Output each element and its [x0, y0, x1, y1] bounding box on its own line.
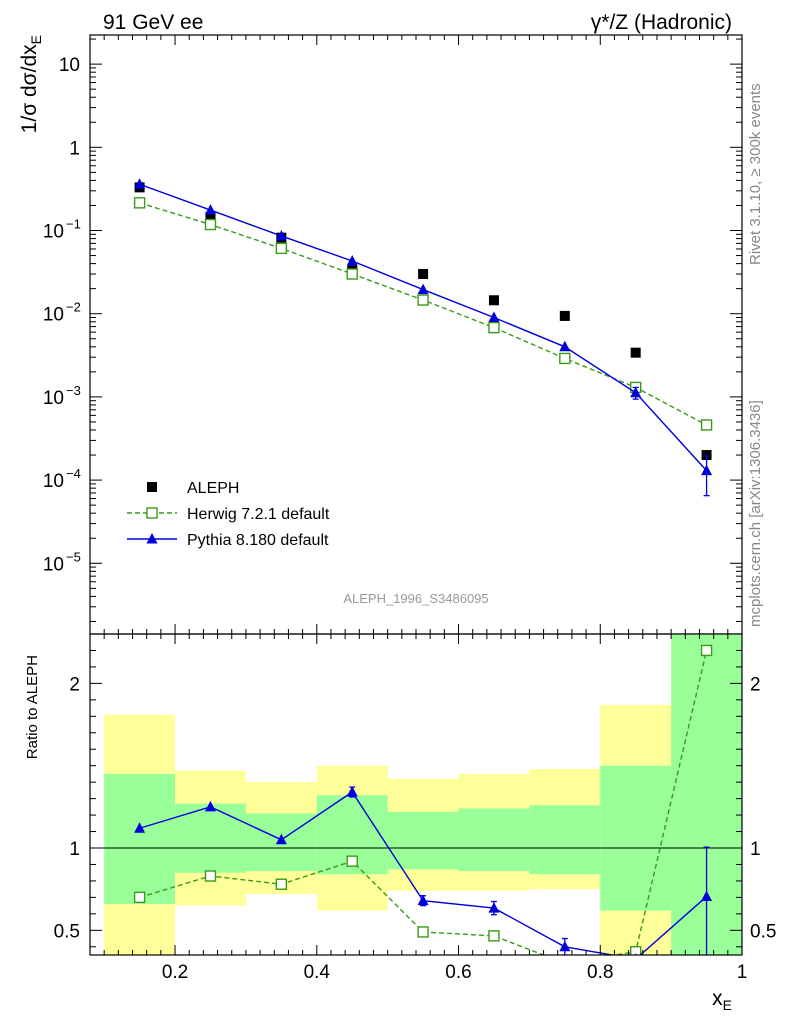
band-green-bin: [529, 805, 601, 875]
rivet-side-label: Rivet 3.1.10, ≥ 300k events: [747, 83, 764, 265]
main-y-tick-exponent: −5: [66, 549, 81, 564]
ratio-y-tick-label: 0.5: [54, 921, 80, 942]
main-y-tick-exponent: −2: [66, 300, 81, 315]
main-herwig-point: [204, 218, 217, 231]
ratio-y-tick-label: 2: [69, 674, 80, 695]
main-herwig-point: [700, 419, 713, 431]
ratio-y-tick-label: 1: [69, 839, 80, 860]
ratio-herwig-point: [700, 644, 713, 657]
mcplots-side-label: mcplots.cern.ch [arXiv:1306.3436]: [747, 400, 764, 627]
x-axis-label: xE: [712, 987, 732, 1013]
ratio-herwig-point: [629, 946, 642, 955]
header-left-label: 91 GeV ee: [103, 11, 203, 34]
ratio-herwig-point: [133, 891, 146, 904]
main-y-tick-label: 10: [59, 55, 80, 76]
watermark: ALEPH_1996_S3486095: [343, 591, 488, 606]
main-y-tick-label: 10: [43, 388, 64, 409]
main-y-tick-exponent: −4: [66, 466, 81, 481]
main-pythia-point: [559, 340, 571, 352]
main-data-series: [134, 182, 712, 461]
ratio-herwig-point: [417, 926, 429, 938]
main-data-point: [488, 295, 499, 306]
x-tick-label: 1: [737, 962, 748, 983]
ratio-pythia-point: [488, 902, 500, 913]
main-data-point: [418, 269, 429, 280]
ratio-pythia-point: [701, 890, 713, 902]
main-pythia-point: [346, 255, 358, 266]
ratio-pythia-point: [346, 786, 358, 797]
main-data-point: [205, 212, 216, 223]
ratio-herwig-series: [133, 644, 713, 968]
main-herwig-point: [417, 294, 429, 306]
main-y-tick-label: 10: [43, 554, 64, 575]
main-pythia-line: [139, 183, 708, 472]
main-pythia-point: [701, 464, 713, 476]
x-tick-label: 0.2: [162, 962, 188, 983]
ratio-pythia-point: [204, 800, 216, 812]
main-herwig-point: [133, 197, 146, 209]
main-pythia-point: [488, 311, 500, 323]
main-y-tick-label: 10: [43, 471, 64, 492]
main-y-tick-label: 10: [43, 222, 64, 243]
ratio-y-tick-label-right: 0.5: [750, 921, 776, 942]
main-pythia-point: [275, 229, 287, 241]
ratio-herwig-point: [204, 870, 217, 882]
band-green-bin: [104, 773, 176, 904]
main-y-tick-exponent: −1: [66, 217, 81, 232]
legend-marker-herwig: [146, 507, 158, 519]
main-pythia-point: [417, 283, 429, 295]
legend-marker-pythia: [146, 533, 158, 544]
ratio-y-tick-label-right: 2: [750, 674, 761, 695]
legend-label-data: ALEPH: [187, 480, 239, 497]
main-herwig-point: [488, 321, 500, 334]
ratio-y-axis-label: Ratio to ALEPH: [24, 655, 41, 759]
main-herwig-point: [346, 268, 358, 280]
main-pythia-point: [204, 204, 216, 215]
header-right-label: γ*/Z (Hadronic): [591, 11, 732, 34]
ratio-herwig-point: [346, 855, 358, 867]
main-data-point: [630, 347, 641, 358]
x-tick-label: 0.4: [304, 962, 331, 983]
legend: ALEPH Herwig 7.2.1 default Pythia 8.180 de…: [127, 480, 330, 549]
ratio-pythia-point: [275, 833, 287, 845]
ratio-herwig-point: [488, 930, 500, 942]
main-herwig-series: [133, 197, 713, 431]
legend-label-herwig: Herwig 7.2.1 default: [187, 506, 330, 523]
main-pythia-point: [630, 386, 642, 398]
main-herwig-line: [139, 202, 707, 426]
legend-marker-data: [147, 482, 157, 492]
ratio-pythia-point: [559, 940, 571, 952]
main-data-point: [701, 450, 712, 461]
ratio-herwig-point: [560, 958, 570, 968]
ratio-pythia-point: [417, 894, 429, 906]
main-data-point: [559, 310, 570, 321]
x-tick-label: 0.8: [587, 962, 613, 983]
main-pythia-point: [134, 178, 146, 189]
main-y-tick-exponent: −3: [66, 383, 81, 398]
band-green-bin: [387, 811, 459, 870]
ratio-pythia-point: [134, 822, 146, 833]
band-green-bin: [600, 765, 672, 911]
ratio-herwig-point: [275, 878, 288, 890]
band-green-bin: [175, 803, 246, 873]
main-y-axis-label: 1/σ dσ/dxE: [18, 35, 44, 133]
main-pythia-series: [134, 178, 713, 497]
band-green-bin: [458, 808, 530, 872]
main-y-tick-label: 1: [69, 138, 80, 159]
ratio-y-tick-label-right: 1: [750, 839, 761, 860]
main-herwig-point: [559, 352, 571, 365]
main-y-tick-label: 10: [43, 305, 64, 326]
main-herwig-point: [275, 242, 288, 255]
x-tick-label: 0.6: [445, 962, 471, 983]
legend-label-pythia: Pythia 8.180 default: [187, 532, 329, 549]
